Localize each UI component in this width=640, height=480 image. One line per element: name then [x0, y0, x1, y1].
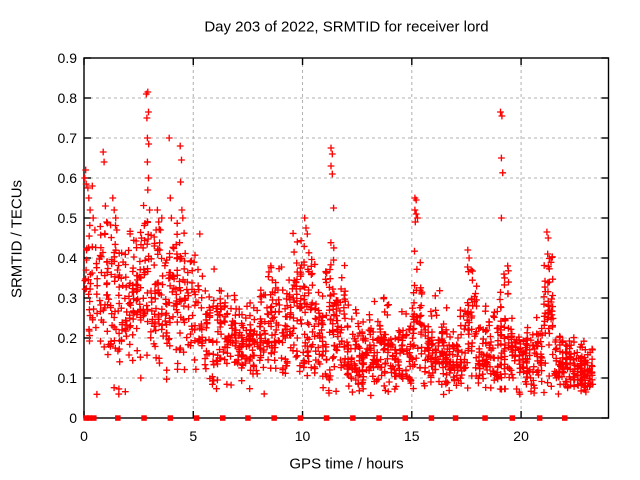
y-tick-label: 0.4 — [58, 250, 78, 266]
baseline-square — [141, 415, 147, 421]
baseline-square — [509, 415, 516, 421]
y-tick-label: 0.8 — [58, 90, 78, 106]
x-tick-label: 10 — [295, 428, 311, 444]
baseline-square — [83, 415, 89, 421]
baseline-square — [297, 415, 304, 421]
baseline-squares — [83, 415, 568, 421]
baseline-square — [376, 415, 382, 421]
baseline-square — [91, 415, 97, 421]
baseline-square — [245, 415, 251, 421]
y-tick-labels: 0 0.1 0.2 0.3 0.4 0.5 0.6 0.7 0.8 0.9 — [58, 50, 78, 426]
baseline-square — [86, 415, 93, 421]
y-tick-label: 0.9 — [58, 50, 78, 66]
baseline-square — [271, 415, 277, 421]
baseline-square — [402, 415, 408, 421]
y-tick-label: 0.3 — [58, 290, 78, 306]
baseline-square — [220, 415, 226, 421]
y-tick-label: 0.6 — [58, 170, 78, 186]
tick-marks — [83, 57, 609, 419]
x-axis-label: GPS time / hours — [289, 455, 404, 473]
baseline-square — [193, 415, 200, 421]
y-tick-label: 0.2 — [58, 330, 78, 346]
x-tick-label: 0 — [80, 428, 88, 444]
x-tick-label: 20 — [513, 428, 529, 444]
baseline-square — [115, 415, 121, 421]
y-tick-label: 0.1 — [58, 370, 78, 386]
baseline-square — [167, 415, 174, 421]
x-tick-labels: 0 5 10 15 20 — [80, 428, 529, 444]
baseline-square — [323, 415, 330, 421]
y-tick-label: 0 — [69, 410, 77, 426]
baseline-square — [350, 415, 356, 421]
y-tick-label: 0.5 — [58, 210, 78, 226]
chart-title: Day 203 of 2022, SRMTID for receiver lor… — [204, 18, 489, 36]
baseline-square — [536, 415, 543, 421]
baseline-square — [482, 415, 488, 421]
x-tick-label: 15 — [404, 428, 420, 444]
baseline-square — [562, 415, 568, 421]
baseline-square — [428, 415, 435, 421]
plot-border — [83, 57, 610, 419]
baseline-square — [452, 415, 459, 421]
scatter-points — [81, 88, 597, 399]
y-tick-label: 0.7 — [58, 130, 78, 146]
x-tick-label: 5 — [189, 428, 197, 444]
